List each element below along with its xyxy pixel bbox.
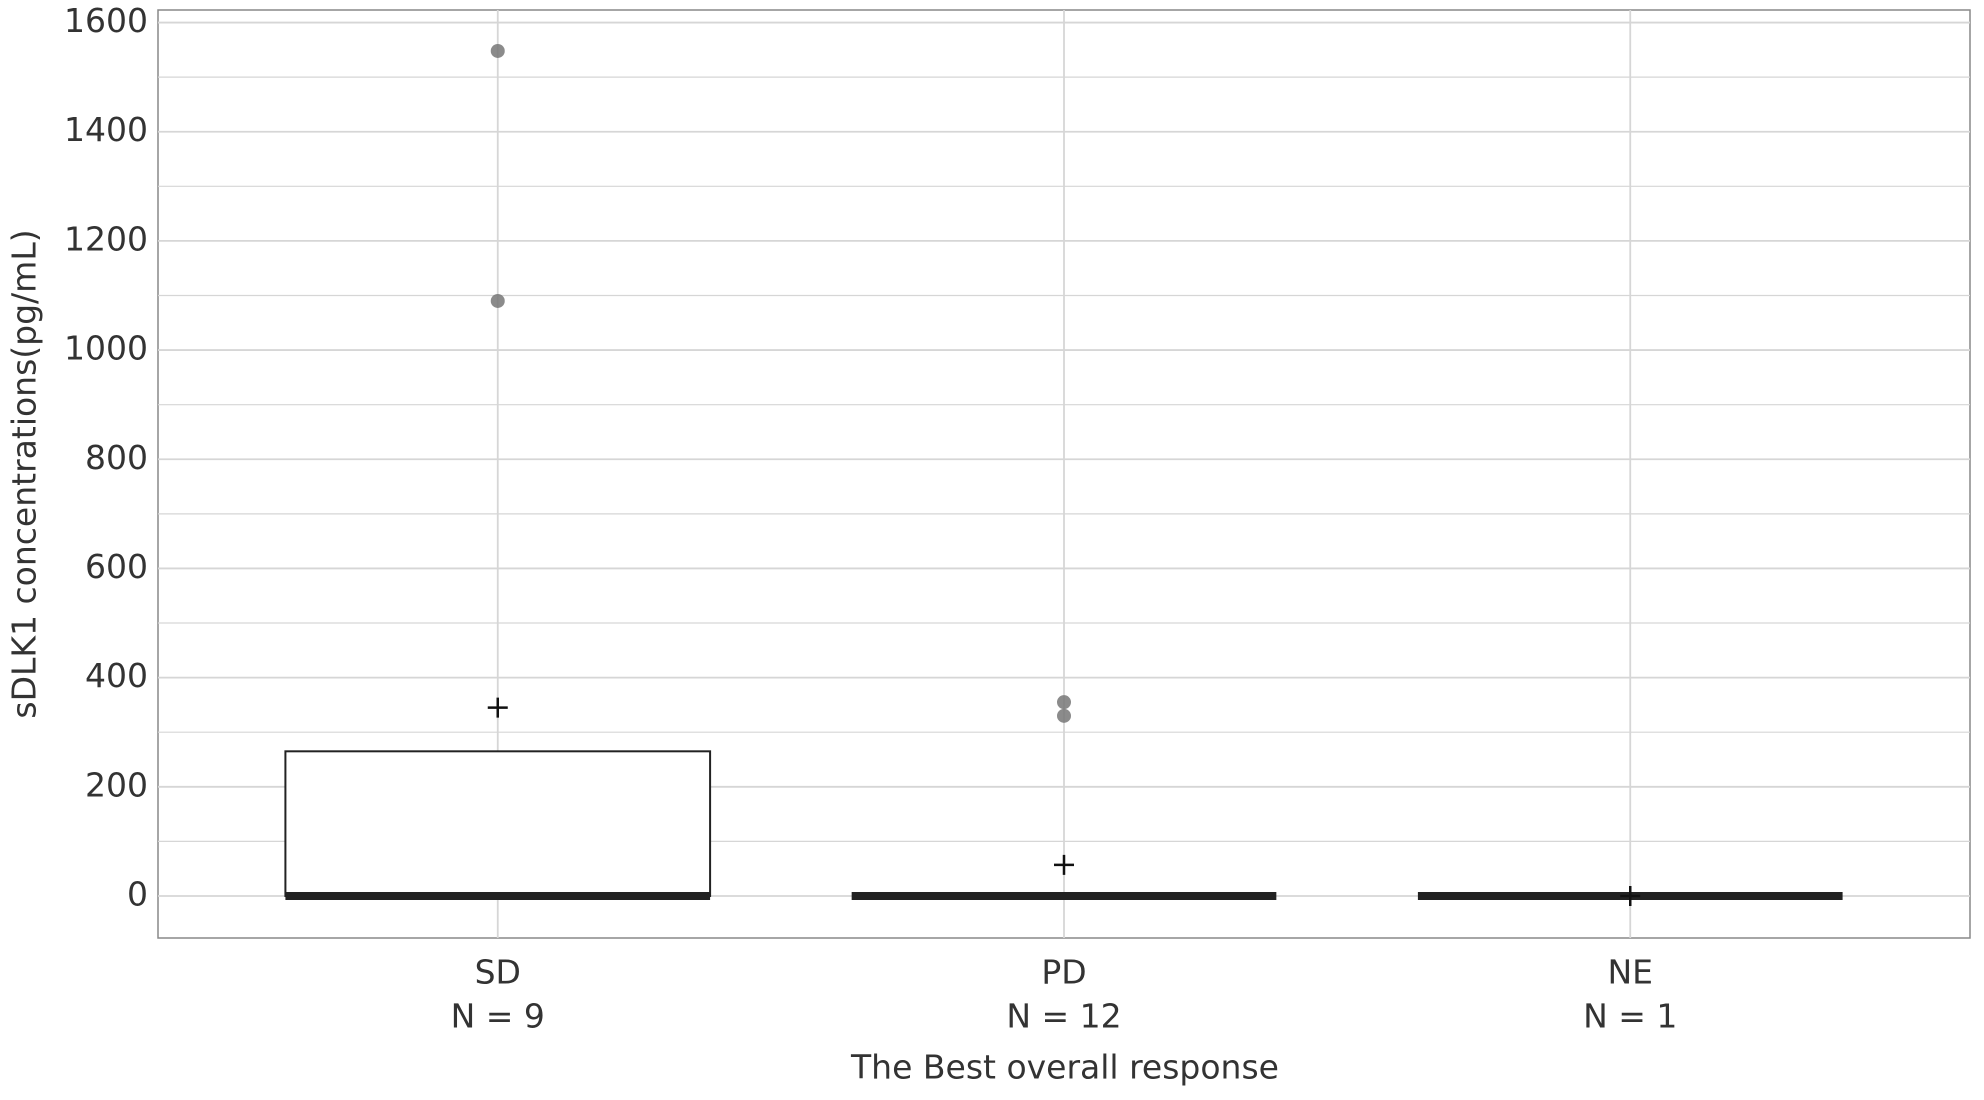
y-tick-label: 200 [85, 765, 148, 804]
outlier [490, 293, 505, 308]
y-axis-title: sDLK1 concentrations(pg/mL) [5, 229, 44, 718]
y-tick-label: 800 [85, 438, 148, 477]
x-count-label: N = 9 [451, 997, 545, 1036]
x-tick-label: SD [475, 953, 521, 992]
y-tick-label: 0 [127, 874, 148, 913]
x-count-label: N = 1 [1583, 997, 1677, 1036]
y-tick-label: 600 [85, 547, 148, 586]
y-tick-label: 1000 [64, 329, 148, 368]
y-tick-label: 1200 [64, 219, 148, 258]
box [284, 750, 712, 897]
mean-marker [1054, 854, 1074, 875]
y-tick-label: 1400 [64, 110, 148, 149]
x-count-label: N = 12 [1006, 997, 1121, 1036]
x-tick-label: PD [1041, 953, 1086, 992]
x-tick-label: NE [1607, 953, 1653, 992]
mean-marker [1620, 885, 1641, 906]
outlier [1057, 695, 1071, 710]
outlier [1057, 708, 1071, 723]
y-tick-label: 400 [85, 656, 148, 695]
y-tick-label: 1600 [64, 1, 148, 40]
mean-marker [487, 697, 508, 718]
outlier [490, 43, 505, 58]
x-axis-title: The Best overall response [850, 1048, 1279, 1087]
